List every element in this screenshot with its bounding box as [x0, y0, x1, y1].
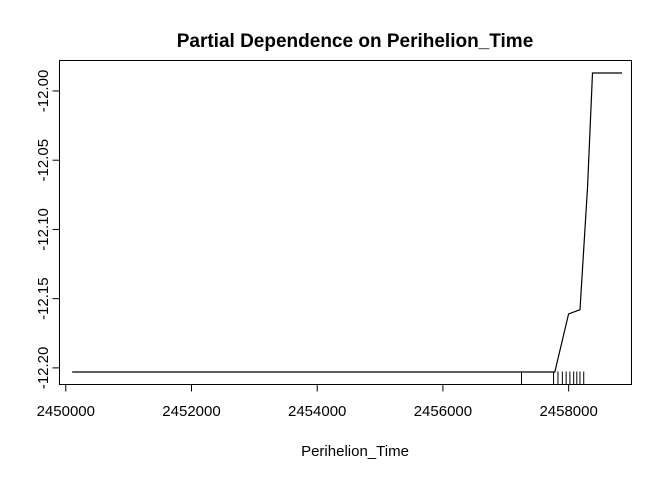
y-axis: -12.20 -12.15 -12.10 -12.05 -12.00 [35, 70, 60, 389]
y-tick-label: -12.10 [35, 208, 52, 251]
x-axis: 2450000 2452000 2454000 2456000 2458000 [37, 384, 598, 420]
x-tick-label: 2458000 [539, 403, 597, 420]
series-group [72, 72, 623, 373]
x-tick-label: 2450000 [37, 403, 95, 420]
rug-group [521, 371, 585, 385]
y-tick-label: -12.05 [35, 139, 52, 182]
x-tick-label: 2452000 [162, 403, 220, 420]
chart-title: Partial Dependence on Perihelion_Time [177, 31, 534, 52]
x-axis-label: Perihelion_Time [301, 443, 409, 460]
y-tick-label: -12.15 [35, 277, 52, 320]
y-tick-label: -12.20 [35, 347, 52, 390]
plot-frame [59, 60, 632, 385]
y-tick-label: -12.00 [35, 70, 52, 113]
series-line [72, 72, 623, 373]
x-tick-label: 2454000 [288, 403, 346, 420]
x-tick-label: 2456000 [414, 403, 472, 420]
